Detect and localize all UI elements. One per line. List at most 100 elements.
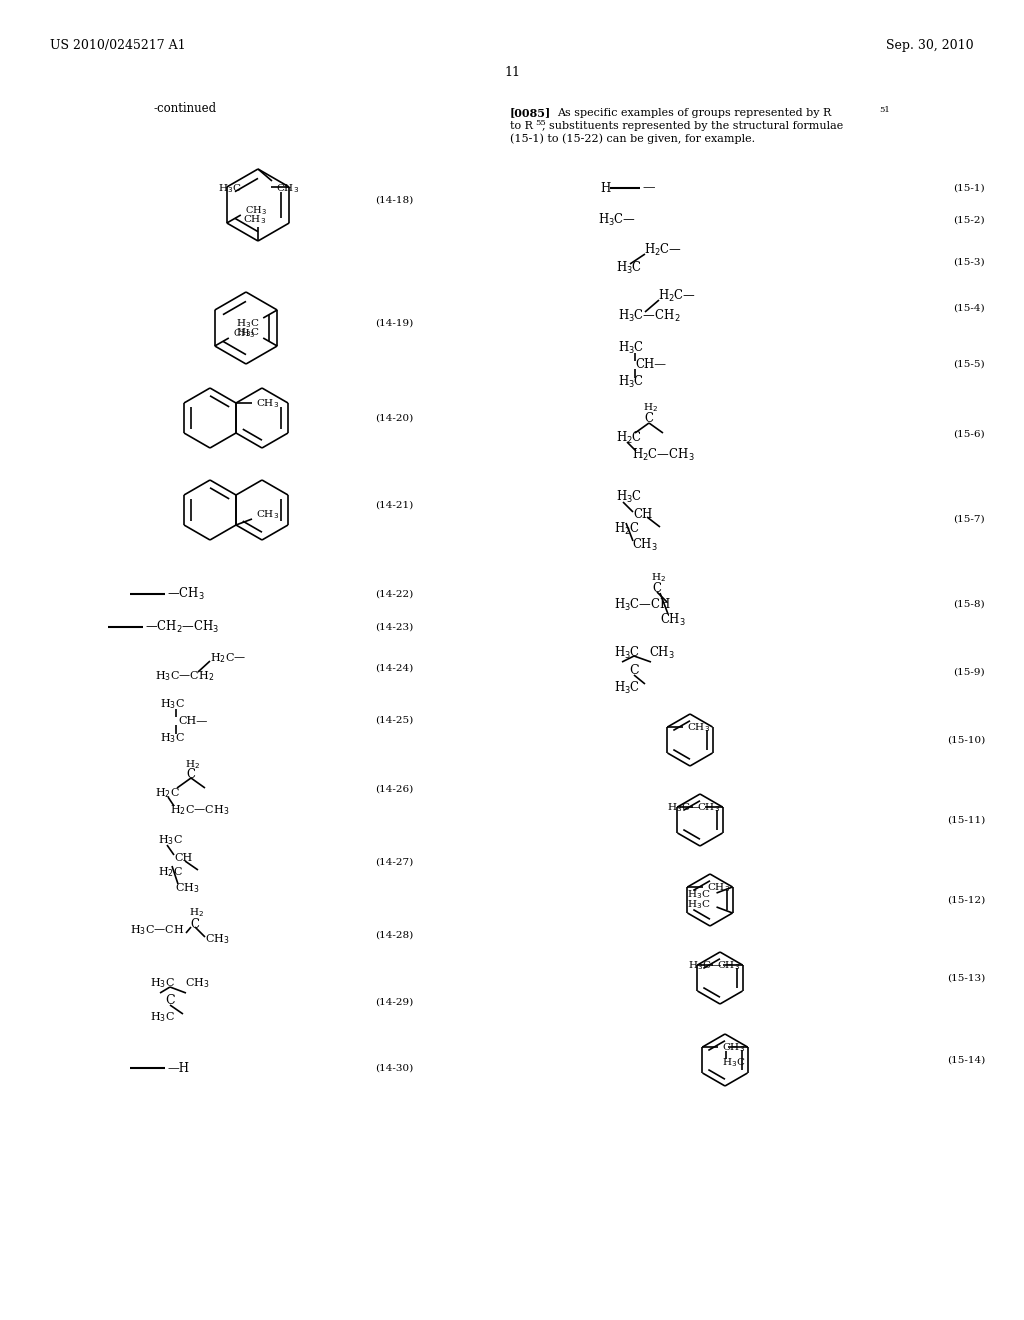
Text: (15-1): (15-1) — [953, 183, 985, 193]
Text: (15-11): (15-11) — [947, 816, 985, 825]
Text: CH—: CH— — [178, 715, 208, 726]
Text: CH$_3$: CH$_3$ — [708, 882, 731, 895]
Text: [0085]: [0085] — [510, 107, 551, 119]
Text: (15-7): (15-7) — [953, 515, 985, 524]
Text: CH$_3$: CH$_3$ — [660, 612, 686, 628]
Text: (15-14): (15-14) — [947, 1056, 985, 1064]
Text: H$_3$C—: H$_3$C— — [598, 213, 636, 228]
Text: H: H — [600, 181, 610, 194]
Text: C: C — [652, 582, 662, 595]
Text: CH$_3$: CH$_3$ — [232, 327, 255, 341]
Text: H$_2$C—: H$_2$C— — [210, 651, 246, 665]
Text: to R: to R — [510, 121, 532, 131]
Text: (14-22): (14-22) — [375, 590, 414, 598]
Text: (15-2): (15-2) — [953, 215, 985, 224]
Text: H$_3$C: H$_3$C — [614, 680, 640, 696]
Text: H$_2$C—: H$_2$C— — [644, 242, 682, 257]
Text: (14-28): (14-28) — [375, 931, 414, 940]
Text: (15-4): (15-4) — [953, 304, 985, 313]
Text: CH—: CH— — [635, 359, 666, 371]
Text: (14-21): (14-21) — [375, 500, 414, 510]
Text: H$_3$C: H$_3$C — [150, 1010, 175, 1024]
Text: H$_2$: H$_2$ — [650, 572, 666, 585]
Text: -continued: -continued — [154, 102, 216, 115]
Text: CH$_3$: CH$_3$ — [632, 537, 657, 553]
Text: H$_3$C: H$_3$C — [616, 260, 642, 276]
Text: H$_3$C—: H$_3$C— — [687, 960, 721, 973]
Text: CH$_3$: CH$_3$ — [649, 645, 675, 661]
Text: (14-18): (14-18) — [375, 195, 414, 205]
Text: H$_3$C: H$_3$C — [218, 182, 242, 195]
Text: H$_3$C: H$_3$C — [160, 697, 185, 711]
Text: (14-27): (14-27) — [375, 858, 414, 866]
Text: CH$_3$: CH$_3$ — [718, 960, 740, 973]
Text: (14-26): (14-26) — [375, 784, 414, 793]
Text: H$_2$C: H$_2$C — [616, 430, 642, 446]
Text: CH$_3$: CH$_3$ — [245, 205, 266, 218]
Text: C: C — [165, 994, 175, 1006]
Text: CH$_3$: CH$_3$ — [175, 882, 200, 895]
Text: H$_2$: H$_2$ — [184, 759, 200, 771]
Text: H$_3$C—CH: H$_3$C—CH — [130, 923, 184, 937]
Text: Sep. 30, 2010: Sep. 30, 2010 — [887, 38, 974, 51]
Text: H$_3$C: H$_3$C — [160, 731, 185, 744]
Text: H$_3$C: H$_3$C — [614, 645, 640, 661]
Text: 11: 11 — [504, 66, 520, 78]
Text: H$_2$C—CH$_3$: H$_2$C—CH$_3$ — [170, 803, 229, 817]
Text: H$_3$C—CH: H$_3$C—CH — [614, 597, 672, 612]
Text: (14-19): (14-19) — [375, 318, 414, 327]
Text: (14-23): (14-23) — [375, 623, 414, 631]
Text: (14-20): (14-20) — [375, 413, 414, 422]
Text: As specific examples of groups represented by R: As specific examples of groups represent… — [557, 108, 831, 117]
Text: CH$_3$: CH$_3$ — [205, 932, 229, 946]
Text: CH$_3$: CH$_3$ — [687, 722, 711, 734]
Text: H$_3$C: H$_3$C — [618, 374, 644, 389]
Text: —H: —H — [167, 1061, 189, 1074]
Text: (14-30): (14-30) — [375, 1064, 414, 1072]
Text: US 2010/0245217 A1: US 2010/0245217 A1 — [50, 38, 185, 51]
Text: 51: 51 — [879, 106, 890, 114]
Text: (15-3): (15-3) — [953, 257, 985, 267]
Text: (14-25): (14-25) — [375, 715, 414, 725]
Text: (14-24): (14-24) — [375, 664, 414, 672]
Text: CH$_3$: CH$_3$ — [256, 508, 280, 521]
Text: H$_3$C—: H$_3$C— — [667, 801, 700, 814]
Text: CH$_3$: CH$_3$ — [256, 397, 280, 411]
Text: H$_2$C: H$_2$C — [614, 521, 640, 537]
Text: —CH$_3$: —CH$_3$ — [167, 586, 205, 602]
Text: C: C — [644, 412, 653, 425]
Text: (15-9): (15-9) — [953, 668, 985, 676]
Text: CH$_3$: CH$_3$ — [723, 1041, 745, 1055]
Text: H$_3$C: H$_3$C — [618, 341, 644, 356]
Text: CH$_3$: CH$_3$ — [697, 801, 721, 814]
Text: H$_2$C—: H$_2$C— — [658, 288, 696, 304]
Text: H$_2$C: H$_2$C — [155, 787, 180, 800]
Text: —CH$_2$—CH$_3$: —CH$_2$—CH$_3$ — [145, 619, 219, 635]
Text: CH$_3$: CH$_3$ — [185, 975, 210, 990]
Text: CH: CH — [633, 508, 652, 521]
Text: CH$_3$: CH$_3$ — [244, 214, 266, 227]
Text: C: C — [190, 917, 200, 931]
Text: C: C — [629, 664, 639, 676]
Text: H$_3$C—CH$_2$: H$_3$C—CH$_2$ — [155, 669, 214, 682]
Text: CH: CH — [174, 853, 193, 863]
Text: —: — — [642, 181, 654, 194]
Text: H$_2$: H$_2$ — [642, 401, 657, 414]
Text: CH$_3$: CH$_3$ — [276, 182, 299, 195]
Text: H$_3$C: H$_3$C — [616, 488, 642, 506]
Text: H$_3$C: H$_3$C — [236, 318, 259, 330]
Text: C: C — [186, 768, 196, 781]
Text: H$_2$: H$_2$ — [188, 907, 204, 920]
Text: (14-29): (14-29) — [375, 998, 414, 1006]
Text: H$_3$C—CH$_2$: H$_3$C—CH$_2$ — [618, 308, 681, 323]
Text: H$_2$C—CH$_3$: H$_2$C—CH$_3$ — [632, 447, 694, 463]
Text: , substituents represented by the structural formulae: , substituents represented by the struct… — [542, 121, 843, 131]
Text: H$_2$C: H$_2$C — [158, 865, 183, 879]
Text: (15-6): (15-6) — [953, 429, 985, 438]
Text: (15-12): (15-12) — [947, 895, 985, 904]
Text: H$_3$C: H$_3$C — [158, 833, 183, 847]
Text: 55: 55 — [535, 119, 546, 127]
Text: (15-10): (15-10) — [947, 735, 985, 744]
Text: (15-1) to (15-22) can be given, for example.: (15-1) to (15-22) can be given, for exam… — [510, 133, 755, 144]
Text: H$_3$C: H$_3$C — [686, 888, 710, 902]
